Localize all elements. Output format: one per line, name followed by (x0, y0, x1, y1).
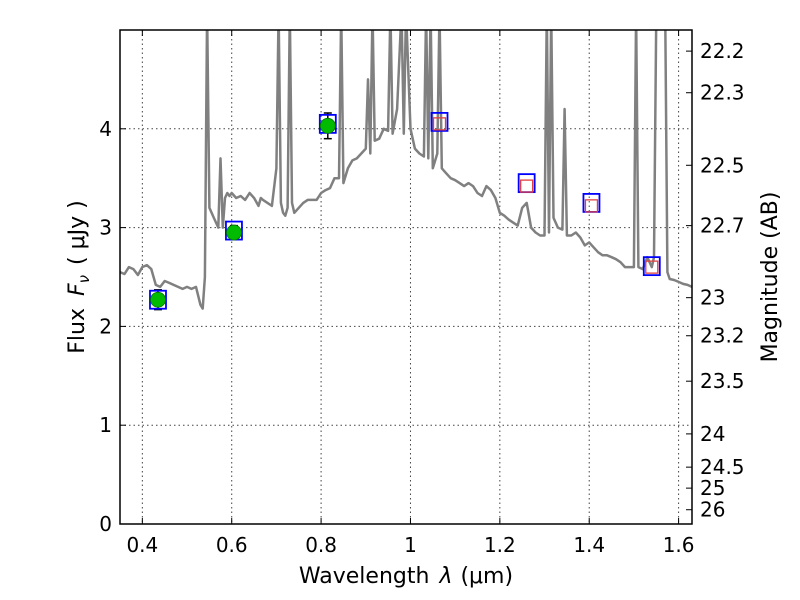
observed-photometry-box (645, 260, 659, 274)
mag-tick-label: 24 (700, 422, 725, 446)
x-tick-label: 1.2 (484, 533, 516, 557)
x-tick-label: 1.4 (573, 533, 605, 557)
model-photometry-box (149, 289, 167, 310)
mag-tick-label: 23 (700, 286, 725, 310)
mag-tick-label: 22.2 (700, 39, 745, 63)
axis-ticks: 0.4 0.6 0.8 1 1.2 1.4 1.60123422.222.322.522.7… (99, 30, 745, 557)
x-tick-label: 0.6 (216, 533, 248, 557)
x-axis-label: Wavelength λ (μm) (299, 564, 513, 589)
spectrum-layer (120, 30, 692, 310)
mag-tick-label: 23.2 (700, 324, 745, 348)
detection-point (319, 117, 336, 134)
mag-tick-label: 23.5 (700, 369, 745, 393)
observed-photometry-box (584, 199, 599, 213)
y-axis-label: Flux Fν ( μJy ) (65, 200, 93, 353)
y-axis-label-text: Flux (65, 308, 90, 354)
y-tick-label: 3 (99, 216, 112, 240)
y-tick-label: 2 (99, 314, 112, 338)
detection-point (226, 224, 242, 241)
mag-tick-label: 26 (700, 498, 725, 522)
model-photometry-box (642, 256, 661, 277)
y-tick-label: 1 (99, 413, 112, 437)
x-axis-label-unit: (μm) (460, 564, 513, 589)
x-tick-label: 1 (404, 533, 417, 557)
mag-tick-label: 22.5 (700, 153, 745, 177)
observed-photometry-box (432, 117, 447, 131)
y-axis-label-unit: ( μJy ) (65, 200, 90, 265)
photometry-layer (149, 111, 661, 311)
y-tick-label: 4 (99, 117, 112, 141)
mag-tick-label: 25 (700, 476, 725, 500)
y-axis-label-symbol: F (65, 283, 90, 296)
mag-tick-label: 22.7 (700, 214, 745, 238)
model-photometry-box (430, 111, 449, 132)
x-tick-label: 0.4 (126, 533, 158, 557)
right-axis-label: Magnitude (AB) (758, 192, 783, 363)
spectrum-line (120, 30, 692, 310)
observed-photometry-box (520, 179, 534, 193)
x-axis-label-text: Wavelength (299, 564, 430, 589)
plot-frame (119, 29, 693, 525)
y-tick-label: 0 (99, 512, 112, 536)
detection-point (150, 291, 166, 308)
y-axis-label-subscript: ν (75, 275, 93, 283)
mag-tick-label: 24.5 (700, 455, 745, 479)
mag-tick-label: 22.3 (700, 81, 745, 105)
x-tick-label: 1.6 (663, 533, 695, 557)
x-axis-label-symbol: λ (438, 564, 452, 589)
x-tick-label: 0.8 (305, 533, 337, 557)
